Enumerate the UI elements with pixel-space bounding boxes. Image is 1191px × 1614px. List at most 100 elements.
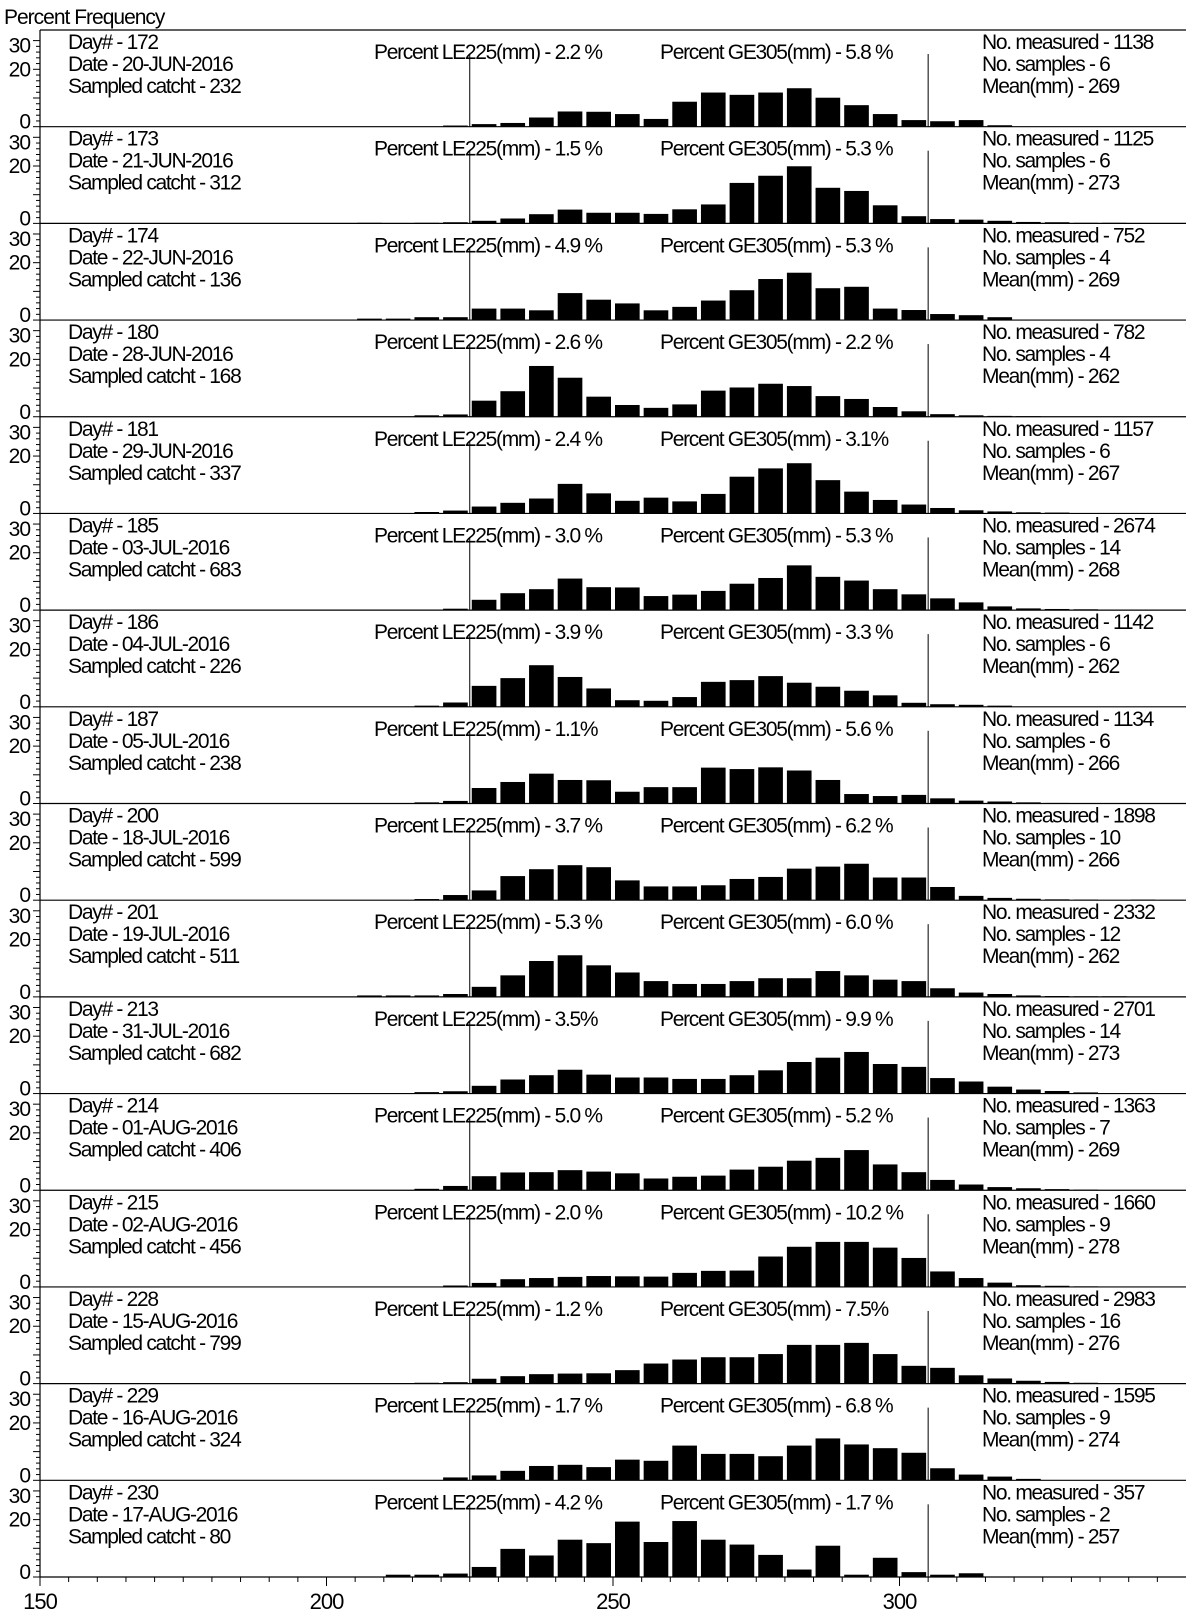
- panel-172: 02030 Day# - 172Date - 20-JUN-2016Sampled…: [9, 31, 1186, 134]
- histogram-bar: [529, 499, 554, 514]
- histogram-bar: [730, 1271, 755, 1287]
- percent-le225-label: Percent LE225(mm) - 3.5%: [374, 1008, 598, 1031]
- histogram-bar: [930, 598, 955, 610]
- histogram-bar: [730, 387, 755, 416]
- histogram-bar: [844, 105, 869, 127]
- panel-228: 02030 Day# - 228Date - 15-AUG-2016Sampled…: [9, 1288, 1186, 1391]
- date-label: Date - 17-AUG-2016: [68, 1503, 238, 1526]
- percent-ge305-label: Percent GE305(mm) - 6.8 %: [660, 1395, 893, 1418]
- histogram-bar: [558, 111, 583, 126]
- histogram-bar: [586, 397, 611, 417]
- histogram-bar: [930, 887, 955, 900]
- percent-ge305-label: Percent GE305(mm) - 5.6 %: [660, 718, 893, 741]
- y-tick-label: 30: [9, 228, 31, 251]
- histogram-bar: [758, 767, 783, 803]
- histogram-bar: [959, 602, 984, 610]
- histogram-bar: [529, 214, 554, 223]
- date-label: Date - 22-JUN-2016: [68, 246, 233, 269]
- histogram-bar: [672, 209, 697, 223]
- percent-ge305-label: Percent GE305(mm) - 5.8 %: [660, 41, 893, 64]
- day-label: Day# - 181: [68, 418, 158, 441]
- histogram-bar: [758, 1354, 783, 1384]
- histogram-bar: [558, 955, 583, 997]
- measured-count-label: No. measured - 1660: [982, 1191, 1155, 1214]
- histogram-bar: [529, 1075, 554, 1093]
- percent-le225-label: Percent LE225(mm) - 1.5 %: [374, 138, 602, 161]
- percent-ge305-label: Percent GE305(mm) - 7.5%: [660, 1298, 889, 1321]
- histogram-bar: [701, 494, 726, 514]
- samples-count-label: No. samples - 4: [982, 246, 1111, 269]
- percent-ge305-label: Percent GE305(mm) - 5.2 %: [660, 1105, 893, 1128]
- mean-length-label: Mean(mm) - 269: [982, 268, 1120, 291]
- day-label: Day# - 229: [68, 1385, 158, 1408]
- histogram-bar: [930, 1368, 955, 1384]
- histogram-bar: [730, 879, 755, 900]
- mean-length-label: Mean(mm) - 257: [982, 1525, 1120, 1548]
- date-label: Date - 03-JUL-2016: [68, 536, 230, 559]
- histogram-bar: [959, 1475, 984, 1481]
- histogram-bar: [816, 98, 841, 127]
- histogram-bar: [730, 183, 755, 223]
- measured-count-label: No. measured - 2674: [982, 514, 1156, 537]
- histogram-bar: [586, 1373, 611, 1383]
- histogram-bar: [730, 477, 755, 514]
- histogram-bar: [758, 676, 783, 707]
- histogram-bar: [586, 965, 611, 997]
- histogram-bar: [787, 683, 812, 707]
- histogram-bar: [500, 975, 525, 997]
- histogram-bar: [758, 468, 783, 513]
- percent-ge305-label: Percent GE305(mm) - 3.1%: [660, 428, 889, 451]
- measured-count-label: No. measured - 2983: [982, 1288, 1155, 1311]
- histogram-bar: [472, 309, 497, 320]
- mean-length-label: Mean(mm) - 274: [982, 1429, 1121, 1452]
- histogram-bar: [787, 771, 812, 804]
- mean-length-label: Mean(mm) - 266: [982, 849, 1120, 872]
- sampled-catch-label: Sampled catcht - 80: [68, 1525, 231, 1548]
- histogram-bar: [500, 391, 525, 417]
- mean-length-label: Mean(mm) - 266: [982, 752, 1120, 775]
- histogram-bar: [787, 869, 812, 901]
- histogram-bar: [873, 500, 898, 513]
- histogram-bar: [558, 484, 583, 514]
- histogram-bar: [500, 503, 525, 514]
- histogram-bar: [730, 1545, 755, 1577]
- histogram-bar: [472, 1086, 497, 1094]
- histogram-bar: [844, 191, 869, 223]
- histogram-bar: [672, 102, 697, 127]
- day-label: Day# - 213: [68, 998, 158, 1021]
- histogram-bar: [816, 780, 841, 804]
- y-tick-label: 30: [9, 615, 31, 638]
- histogram-bar: [615, 1522, 640, 1577]
- panel-201: 02030 Day# - 201Date - 19-JUL-2016Sampled…: [9, 901, 1186, 1004]
- histogram-bar: [730, 584, 755, 610]
- histogram-bar: [902, 1453, 927, 1481]
- histogram-bar: [730, 769, 755, 803]
- histogram-bar: [730, 1170, 755, 1191]
- date-label: Date - 19-JUL-2016: [68, 923, 230, 946]
- histogram-bar: [701, 301, 726, 321]
- histogram-bar: [758, 1167, 783, 1191]
- mean-length-label: Mean(mm) - 269: [982, 75, 1120, 98]
- histogram-bar: [873, 1164, 898, 1190]
- y-tick-label: 20: [9, 1025, 31, 1048]
- histogram-bar: [873, 589, 898, 610]
- y-tick-label: 0: [19, 497, 30, 520]
- samples-count-label: No. samples - 6: [982, 150, 1110, 173]
- histogram-bar: [816, 1058, 841, 1094]
- histogram-bar: [644, 498, 669, 514]
- histogram-bar: [873, 1354, 898, 1384]
- day-label: Day# - 214: [68, 1095, 159, 1118]
- histogram-bar: [644, 119, 669, 127]
- histogram-bar: [758, 176, 783, 224]
- histogram-bar: [816, 577, 841, 610]
- histogram-bar: [615, 1276, 640, 1287]
- histogram-bar: [615, 1173, 640, 1190]
- sampled-catch-label: Sampled catcht - 599: [68, 849, 241, 872]
- histogram-bar: [529, 366, 554, 417]
- x-tick-label: 150: [23, 1589, 57, 1614]
- samples-count-label: No. samples - 6: [982, 53, 1110, 76]
- samples-count-label: No. samples - 7: [982, 1117, 1110, 1140]
- percent-le225-label: Percent LE225(mm) - 1.7 %: [374, 1395, 602, 1418]
- histogram-bar: [930, 988, 955, 997]
- histogram-bar: [500, 1279, 525, 1287]
